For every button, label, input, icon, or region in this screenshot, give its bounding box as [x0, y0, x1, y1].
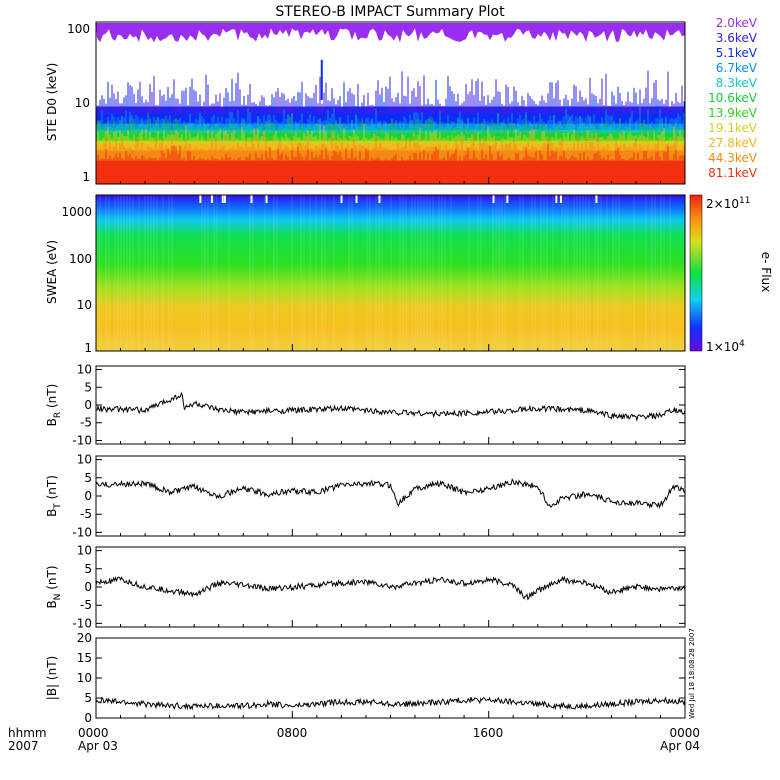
- x-date-right: Apr 04: [660, 739, 700, 753]
- swea-gap: [250, 195, 253, 203]
- ste-legend-27.8keV: 27.8keV: [708, 136, 758, 150]
- colorbar-min-label: 1×104: [706, 339, 745, 354]
- mag-ytick-label: -10: [72, 525, 92, 539]
- swea-gap: [210, 195, 213, 203]
- swea-gap: [595, 195, 598, 203]
- timestamp: Wed Jul 18 18:08:28 2007: [688, 628, 696, 719]
- ste-legend-81.1keV: 81.1keV: [708, 166, 758, 180]
- swea-gap: [378, 195, 381, 203]
- swea-gap: [506, 195, 509, 203]
- mag-ytick-label: 0: [84, 489, 92, 503]
- x-tick-0800: 0800: [277, 726, 308, 740]
- swea-tick-1000: 1000: [61, 205, 92, 219]
- ste-legend-8.3keV: 8.3keV: [716, 76, 758, 90]
- colorbar-title: e- Flux: [759, 252, 773, 292]
- mag-trace-1: [95, 478, 686, 510]
- mag-ytick-label: 5: [84, 380, 92, 394]
- swea-gap: [340, 195, 343, 203]
- mag-ytick-label: 10: [77, 363, 92, 377]
- mag-trace-3: [95, 696, 686, 711]
- swea-gap: [355, 195, 358, 203]
- ste-legend-6.7keV: 6.7keV: [716, 61, 758, 75]
- mag-y-label: |B| (nT): [45, 656, 59, 700]
- swea-tick-10: 10: [77, 298, 92, 312]
- ste-legend-19.1keV: 19.1keV: [708, 121, 758, 135]
- swea-time-stripes: [96, 195, 671, 351]
- mag-ytick-label: 0: [84, 580, 92, 594]
- mag-ytick-label: 20: [77, 631, 92, 645]
- ste-legend: 2.0keV3.6keV5.1keV6.7keV8.3keV10.6keV13.…: [708, 16, 758, 180]
- mag-ytick-label: 0: [84, 398, 92, 412]
- x-unit-label: hhmm: [8, 726, 47, 740]
- colorbar-max-label: 2×1011: [706, 196, 750, 211]
- chart-title: STEREO-B IMPACT Summary Plot: [275, 4, 505, 20]
- ste-legend-5.1keV: 5.1keV: [716, 46, 758, 60]
- colorbar: [689, 194, 703, 352]
- swea-gap: [559, 195, 562, 203]
- ste-tick-1: 1: [82, 170, 90, 184]
- mag-ytick-label: -10: [72, 616, 92, 630]
- mag-ytick-label: 5: [84, 471, 92, 485]
- ste-band-81.1keV: [95, 143, 685, 184]
- ste-band-2.0keV: [96, 23, 685, 43]
- mag-ytick-label: -5: [80, 507, 92, 521]
- mag-trace-2: [95, 575, 686, 601]
- ste-legend-44.3keV: 44.3keV: [708, 151, 758, 165]
- x-date-left: Apr 03: [78, 739, 118, 753]
- panel-swea: SWEA (eV) 1000 100 10 1 2×1011 1×104 e- …: [45, 194, 773, 355]
- mag-y-label: BN (nT): [45, 565, 63, 608]
- mag-ytick-label: 10: [77, 453, 92, 467]
- ste-tick-100: 100: [67, 22, 90, 36]
- mag-y-label: BR (nT): [45, 384, 63, 427]
- ste-y-label: STE D0 (keV): [45, 63, 59, 142]
- swea-tick-100: 100: [69, 252, 92, 266]
- mag-trace-0: [95, 391, 686, 422]
- panel-ste: STE D0 (keV) 100 10 1 2.0keV3.6keV5.1keV…: [45, 16, 758, 185]
- mag-ytick-label: -5: [80, 598, 92, 612]
- x-tick-0000-start: 0000: [78, 726, 109, 740]
- mag-ytick-label: 15: [77, 651, 92, 665]
- swea-spectrogram: [96, 195, 685, 351]
- ste-band-fills: [95, 23, 685, 184]
- ste-legend-2.0keV: 2.0keV: [716, 16, 758, 30]
- mag-panel-2: -10 -5 0 5 10 BN (nT): [45, 544, 686, 630]
- mag-ytick-label: 10: [77, 544, 92, 558]
- x-tick-1600: 1600: [473, 726, 504, 740]
- mag-y-label: BT (nT): [45, 475, 63, 517]
- mag-panel-1: -10 -5 0 5 10 BT (nT): [45, 453, 686, 539]
- mag-ytick-label: 5: [84, 562, 92, 576]
- mag-ytick-label: 5: [84, 691, 92, 705]
- swea-gap: [265, 195, 268, 203]
- swea-gap: [492, 195, 495, 203]
- mag-panel-3: 0 5 10 15 20 |B| (nT): [45, 631, 686, 725]
- mag-ytick-label: 10: [77, 671, 92, 685]
- ste-legend-3.6keV: 3.6keV: [716, 31, 758, 45]
- x-year-label: 2007: [8, 739, 39, 753]
- mag-frame-0: [95, 365, 686, 445]
- mag-ytick-label: -5: [80, 416, 92, 430]
- swea-tick-1: 1: [84, 341, 92, 355]
- x-tick-0000-end: 0000: [669, 726, 700, 740]
- ste-legend-10.6keV: 10.6keV: [708, 91, 758, 105]
- swea-gap: [555, 195, 558, 203]
- mag-ytick-label: -10: [72, 434, 92, 448]
- ste-legend-13.9keV: 13.9keV: [708, 106, 758, 120]
- x-axis: hhmm 2007 0000 Apr 03 0800 1600 0000 Apr…: [8, 726, 700, 753]
- swea-gap: [221, 195, 224, 203]
- mag-panel-0: -10 -5 0 5 10 BR (nT): [45, 363, 686, 448]
- swea-gap: [199, 195, 202, 203]
- mag-ytick-label: 0: [84, 711, 92, 725]
- ste-tick-10: 10: [75, 96, 90, 110]
- swea-y-label: SWEA (eV): [45, 240, 59, 304]
- swea-gap: [223, 195, 226, 203]
